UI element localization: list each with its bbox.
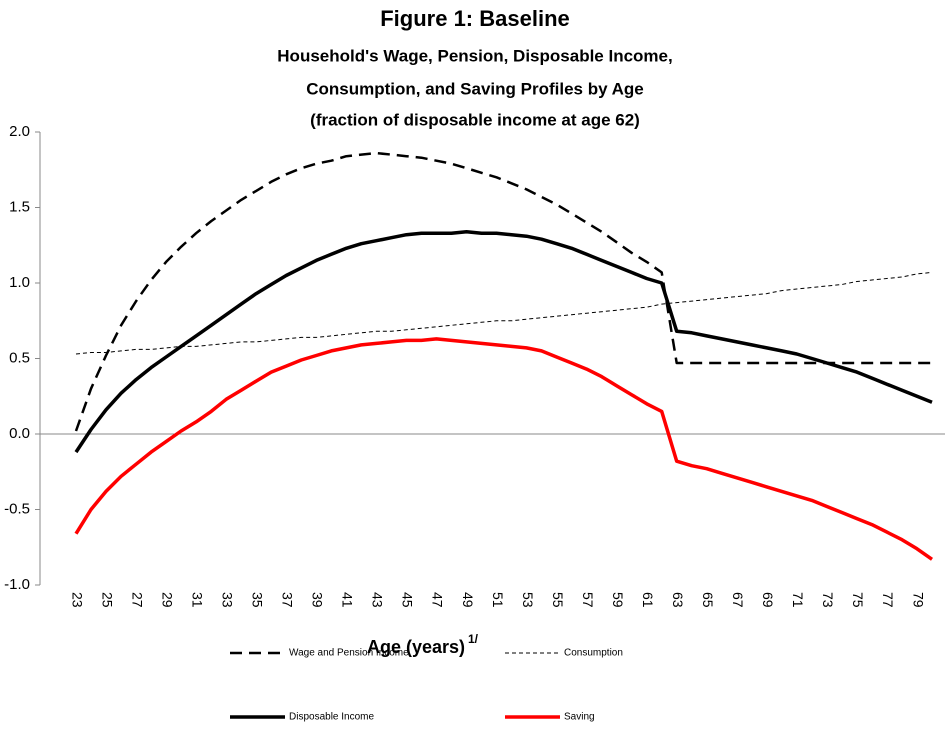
x-tick-label: 55 [550,592,566,608]
x-tick-label: 59 [610,592,626,608]
x-tick-label: 35 [250,592,266,608]
y-tick-label: -0.5 [4,500,30,517]
x-tick-label: 69 [760,592,776,608]
x-tick-label: 31 [189,592,205,608]
x-tick-label: 73 [820,592,836,608]
x-tick-label: 45 [400,592,416,608]
y-tick-label: 0.5 [9,349,30,366]
y-tick-label: 0.0 [9,425,30,442]
series-line [74,151,932,432]
x-tick-label: 25 [99,592,115,608]
x-tick-label: 39 [310,592,326,608]
x-axis-label: Age (years) [367,637,465,657]
x-tick-label: 41 [340,592,356,608]
x-tick-label: 67 [730,592,746,608]
chart-title: Figure 1: Baseline [380,6,570,31]
series-line [74,229,933,454]
x-tick-label: 49 [460,592,476,608]
x-tick-label: 27 [129,592,145,608]
series-line [74,337,934,561]
x-tick-label: 71 [790,592,806,608]
x-axis-label-note: 1/ [468,632,479,646]
legend-label: Saving [564,712,595,723]
y-tick-label: -1.0 [4,576,30,593]
x-tick-label: 75 [850,592,866,608]
series-line [75,271,933,355]
x-tick-label: 57 [580,592,596,608]
x-tick-label: 77 [880,592,896,608]
y-tick-label: 1.5 [9,198,30,215]
legend-label: Consumption [564,648,623,659]
chart-subtitle: Consumption, and Saving Profiles by Age [306,79,644,98]
x-tick-label: 47 [430,592,446,608]
x-tick-label: 53 [520,592,536,608]
y-tick-label: 1.0 [9,274,30,291]
legend-label: Wage and Pension Income [289,648,409,659]
x-tick-label: 29 [159,592,175,608]
x-tick-label: 33 [219,592,235,608]
chart-subtitle: (fraction of disposable income at age 62… [310,110,640,129]
x-tick-label: 51 [490,592,506,608]
x-tick-label: 23 [69,592,85,608]
x-tick-label: 79 [910,592,926,608]
y-tick-label: 2.0 [9,123,30,140]
x-tick-label: 37 [280,592,296,608]
legend-label: Disposable Income [289,712,374,723]
x-tick-label: 63 [670,592,686,608]
x-tick-label: 65 [700,592,716,608]
chart-subtitle: Household's Wage, Pension, Disposable In… [277,46,672,65]
x-tick-label: 43 [370,592,386,608]
x-tick-label: 61 [640,592,656,608]
